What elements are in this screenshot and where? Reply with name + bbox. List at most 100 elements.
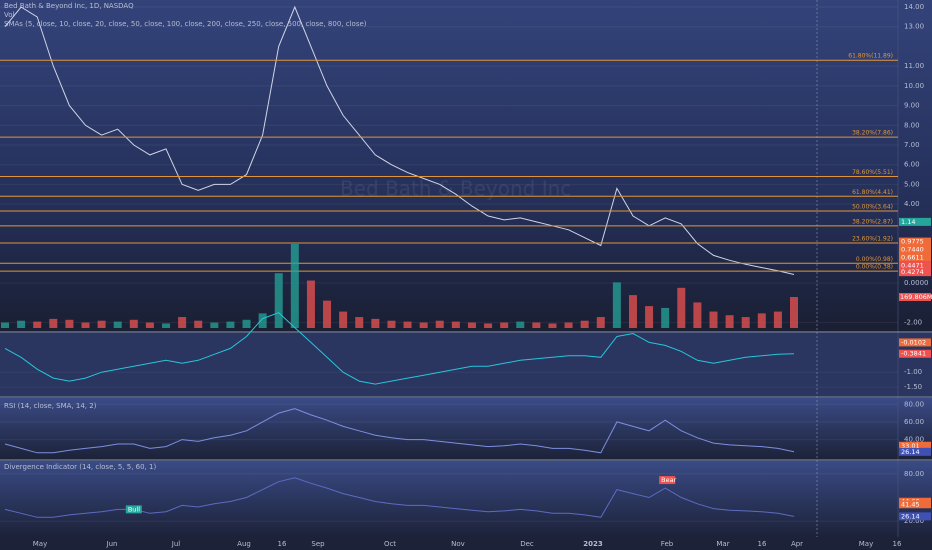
volume-bar xyxy=(403,321,412,328)
time-label: Apr xyxy=(791,540,803,548)
volume-bar xyxy=(435,320,444,328)
price-tag xyxy=(899,447,931,456)
y-tick-label: 8.00 xyxy=(904,121,920,129)
time-label: 2023 xyxy=(583,540,603,548)
price-tag-label: 0.4274 xyxy=(901,268,924,276)
price-tag xyxy=(899,500,931,509)
price-tag xyxy=(899,261,931,270)
volume-bar xyxy=(145,322,154,328)
volume-bar xyxy=(725,315,734,328)
price-tag xyxy=(899,338,931,347)
volume-bar xyxy=(451,321,460,328)
y-tick-label: 6.00 xyxy=(904,161,920,169)
volume-tag xyxy=(899,293,931,301)
volume-bar xyxy=(790,297,798,328)
volume-bar xyxy=(1,322,9,328)
volume-bar xyxy=(210,322,219,328)
volume-bar xyxy=(194,320,203,328)
y-tick-label: 7.00 xyxy=(904,141,920,149)
volume-bar xyxy=(113,321,122,328)
rsi-line xyxy=(4,408,795,454)
main-pane xyxy=(0,0,932,331)
price-tag-label: -0.0102 xyxy=(901,338,926,346)
fib-label: 23.60%(1.92) xyxy=(852,235,893,242)
volume-bar xyxy=(274,273,283,328)
sma-legend: SMAs (5, close, 10, close, 20, close, 50… xyxy=(4,20,367,28)
bull-label-box xyxy=(125,505,142,514)
time-label: Jul xyxy=(171,540,181,548)
volume-bar xyxy=(49,318,58,328)
volume-bar xyxy=(387,320,396,328)
time-axis xyxy=(0,537,932,550)
y-tick-label: -1.00 xyxy=(904,368,922,376)
volume-bar xyxy=(484,323,493,328)
fib-label: 50.00%(3.64) xyxy=(852,204,893,211)
volume-bar xyxy=(33,321,42,328)
volume-bar xyxy=(661,307,670,328)
macd-pane xyxy=(0,333,932,396)
fib-label: 78.60%(5.51) xyxy=(852,169,893,176)
price-tag-label: -0.3841 xyxy=(901,350,926,358)
fib-label: 0.00%(0.38) xyxy=(856,264,893,271)
volume-bar xyxy=(129,319,138,328)
price-tag xyxy=(899,217,931,226)
volume-bar xyxy=(339,311,348,328)
time-label: Oct xyxy=(384,540,396,548)
macd-line xyxy=(4,312,795,385)
volume-bar xyxy=(757,313,766,328)
y-tick-label: 80.00 xyxy=(904,400,924,408)
volume-bar xyxy=(178,317,187,328)
time-label: Sep xyxy=(311,540,325,548)
time-label: May xyxy=(859,540,873,548)
y-tick-label: 40.00 xyxy=(904,436,924,444)
fib-label: 61.80%(11.89) xyxy=(848,53,893,60)
volume-bar xyxy=(258,313,267,328)
price-tag-label: 1.14 xyxy=(901,218,915,226)
price-tag xyxy=(899,441,931,450)
price-tag-label: 41.45 xyxy=(901,500,920,508)
volume-bar xyxy=(65,319,74,328)
y-tick-label: 13.00 xyxy=(904,23,924,31)
price-tag-label: 33.01 xyxy=(901,442,920,450)
y-tick-label: 11.00 xyxy=(904,62,924,70)
price-tag xyxy=(899,245,931,254)
y-tick-label: 0.0000 xyxy=(904,279,929,287)
watermark: Bed Bath & Beyond Inc xyxy=(340,177,571,201)
volume-bar xyxy=(226,321,235,328)
volume-bar xyxy=(419,322,428,328)
volume-bar xyxy=(242,319,251,328)
bear-label-box xyxy=(659,476,676,485)
time-label: 16 xyxy=(278,540,287,548)
volume-bar xyxy=(516,321,525,328)
price-tag xyxy=(899,512,931,521)
price-tag-label: 0.4471 xyxy=(901,261,924,269)
price-tag-label: 26.14 xyxy=(901,512,920,520)
volume-bar xyxy=(709,311,718,328)
price-tag xyxy=(899,253,931,262)
price-line xyxy=(4,5,795,275)
volume-tag-label: 169.806M xyxy=(900,293,932,301)
fib-label: 0.00%(0.98) xyxy=(856,256,893,263)
volume-bar xyxy=(741,317,750,328)
volume-bar xyxy=(596,317,605,328)
price-tag-label: 0.9775 xyxy=(901,238,924,246)
time-label: 16 xyxy=(758,540,767,548)
price-tag-label: 0.6611 xyxy=(901,253,924,261)
price-tag xyxy=(899,268,931,277)
time-label: Jun xyxy=(106,540,118,548)
price-tag xyxy=(899,237,931,246)
y-tick-label: -2.00 xyxy=(904,318,922,326)
time-label: Feb xyxy=(661,540,674,548)
divergence-pane xyxy=(0,461,932,537)
volume-bar xyxy=(677,287,686,328)
volume-bar xyxy=(564,322,573,328)
volume-bar xyxy=(500,322,509,328)
price-tag xyxy=(899,349,931,358)
time-label: Aug xyxy=(237,540,251,548)
time-label: Dec xyxy=(520,540,534,548)
volume-bar xyxy=(580,320,589,328)
time-label: May xyxy=(33,540,47,548)
volume-bar xyxy=(306,280,315,328)
y-tick-label: 60.00 xyxy=(904,418,924,426)
